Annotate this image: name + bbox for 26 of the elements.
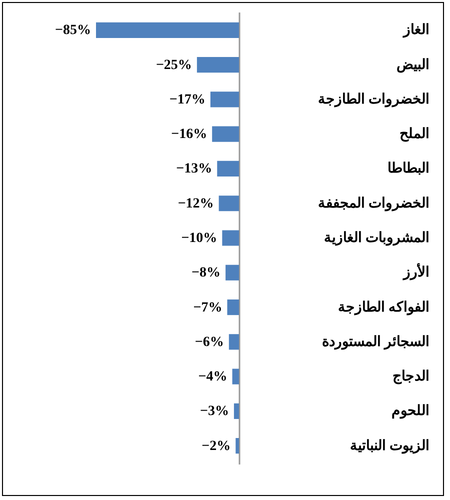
- data-label: −7%: [193, 300, 222, 316]
- data-label: −25%: [156, 58, 192, 73]
- y-tick-label: الخضروات المجففة: [318, 196, 430, 212]
- y-tick-label: الدجاج: [392, 370, 430, 385]
- y-tick-label: الزيوت النباتية: [350, 438, 430, 454]
- y-tick-label: الملح: [400, 127, 430, 142]
- data-label: −10%: [181, 231, 218, 246]
- data-label: −13%: [176, 162, 212, 177]
- data-label: −6%: [194, 334, 224, 350]
- y-tick-label: السجائر المستوردة: [322, 334, 430, 350]
- y-tick-label: المشروبات الغازية: [324, 231, 430, 246]
- data-label: −3%: [200, 404, 229, 420]
- y-tick-label: الفواكه الطازجة: [338, 299, 430, 316]
- y-tick-label: الأرز: [402, 262, 430, 281]
- data-label: −85%: [55, 23, 91, 38]
- data-label: −2%: [202, 438, 231, 454]
- data-label: −17%: [169, 92, 206, 108]
- y-tick-label: البيض: [396, 58, 430, 73]
- data-label: −8%: [192, 266, 221, 281]
- y-tick-label: الخضروات الطازجة: [318, 92, 430, 108]
- y-tick-label: البطاطا: [388, 162, 430, 177]
- data-label: −4%: [198, 370, 228, 385]
- data-label: −12%: [178, 196, 214, 212]
- y-tick-label: الغاز: [402, 23, 430, 38]
- data-label: −16%: [171, 127, 208, 142]
- y-tick-label: اللحوم: [392, 404, 430, 420]
